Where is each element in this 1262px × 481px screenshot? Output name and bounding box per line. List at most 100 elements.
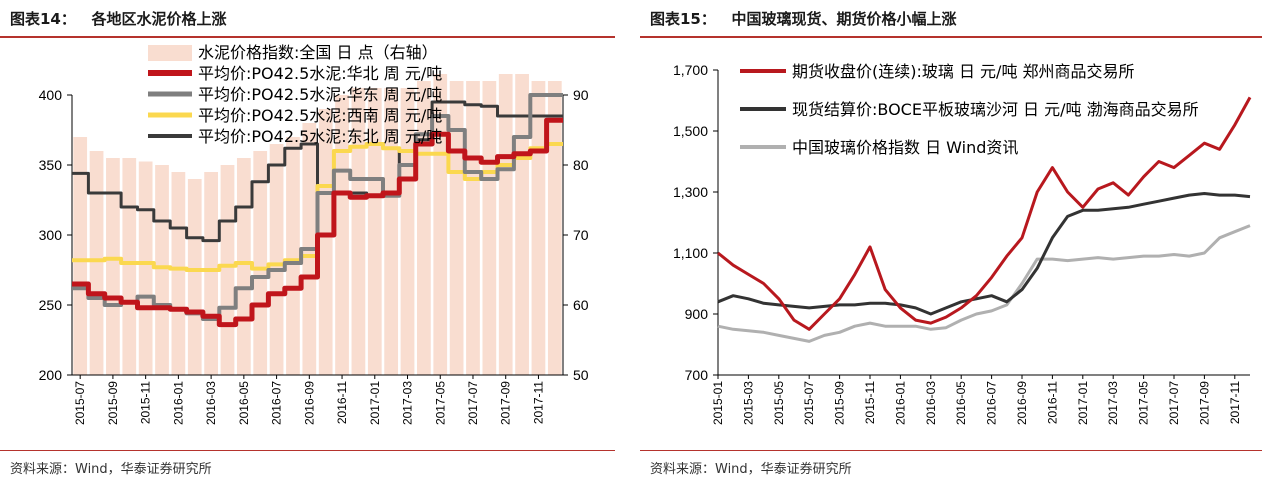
bar-cement-index [384, 88, 399, 375]
x-tick-label: 2017-11 [531, 381, 545, 424]
bar-cement-index [236, 158, 251, 375]
y-tick-label: 350 [39, 157, 63, 173]
bar-cement-index [220, 165, 235, 375]
x-tick-label: 2015-07 [802, 381, 816, 425]
bar-cement-index [498, 74, 513, 375]
bar-cement-index [187, 179, 202, 375]
line-series [717, 192, 1251, 316]
chart-panel-cement: 图表14： 各地区水泥价格上涨 400 350 300 250 200 90 80 70 60 5… [0, 0, 615, 481]
bar-cement-index [351, 88, 366, 375]
bar-cement-index [204, 172, 218, 375]
legend-label: 平均价:PO42.5水泥:东北 周 元/吨 [198, 127, 442, 146]
x-tick-label: 2015-11 [863, 381, 877, 424]
bar-cement-index [482, 81, 497, 375]
chart-title: 图表14： 各地区水泥价格上涨 [10, 10, 227, 28]
bar-cement-index [269, 144, 284, 375]
bar-cement-index [318, 109, 333, 375]
y2-tick-label: 50 [573, 367, 589, 383]
x-tick-label: 2015-03 [741, 381, 755, 425]
bar-cement-index [335, 95, 349, 375]
x-tick-label: 2017-09 [1197, 381, 1211, 425]
x-tick-label: 2016-01 [893, 381, 907, 425]
y-tick-label: 700 [685, 367, 709, 383]
y-tick-label: 1,100 [673, 245, 708, 261]
y2-tick-label: 90 [573, 87, 589, 103]
line-series [72, 100, 563, 243]
legend-label: 平均价:PO42.5水泥:华东 周 元/吨 [198, 85, 442, 104]
line-series [717, 224, 1251, 343]
x-tick-label: 2015-01 [711, 381, 725, 425]
legend-label: 期货收盘价(连续):玻璃 日 元/吨 郑州商品交易所 [792, 62, 1135, 81]
x-tick-label: 2016-03 [204, 381, 218, 425]
y-tick-label: 400 [39, 87, 63, 103]
line-series [72, 117, 563, 328]
x-tick-label: 2017-01 [368, 381, 382, 425]
x-tick-label: 2017-07 [466, 381, 480, 425]
legend-label: 中国玻璃价格指数 日 Wind资讯 [792, 138, 1018, 157]
bar-cement-index [433, 74, 448, 375]
bar-cement-index [89, 151, 104, 375]
bar-cement-index [73, 137, 88, 375]
y2-tick-label: 60 [573, 297, 589, 313]
x-tick-label: 2017-11 [1228, 381, 1242, 424]
x-tick-label: 2015-05 [772, 381, 786, 425]
bar-cement-index [286, 137, 300, 375]
x-tick-label: 2017-03 [1106, 381, 1120, 425]
line-series [717, 96, 1252, 331]
y-tick-label: 300 [39, 227, 63, 243]
y-tick-label: 250 [39, 297, 63, 313]
x-tick-label: 2017-05 [433, 381, 447, 425]
x-tick-label: 2016-01 [171, 381, 185, 425]
line-series [72, 93, 563, 321]
chart-panel-glass: 图表15： 中国玻璃现货、期货价格小幅上涨 1,700 1,500 1,300 1,1… [640, 0, 1262, 481]
title-divider [0, 36, 615, 38]
y-tick-label: 1,500 [673, 123, 708, 139]
footer-divider [640, 450, 1262, 451]
bar-cement-index [253, 151, 268, 375]
y2-tick-label: 80 [573, 157, 589, 173]
legend-label-bar: 水泥价格指数:全国 日 点（右轴） [198, 43, 438, 62]
bar-cement-index [367, 88, 382, 375]
x-tick-label: 2016-09 [1015, 381, 1029, 425]
bar-cement-index [531, 81, 546, 375]
x-tick-label: 2017-01 [1076, 381, 1090, 425]
x-tick-label: 2016-07 [985, 381, 999, 425]
x-tick-label: 2015-11 [139, 381, 153, 424]
footer-divider [0, 450, 615, 451]
x-tick-label: 2017-05 [1137, 381, 1151, 425]
y-tick-label: 900 [685, 306, 709, 322]
bar-cement-index [515, 74, 529, 375]
x-tick-label: 2017-03 [401, 381, 415, 425]
y-tick-label: 1,700 [673, 62, 708, 78]
bar-cement-index [466, 81, 480, 375]
x-tick-label: 2016-11 [335, 381, 349, 424]
bar-cement-index [155, 165, 169, 375]
bar-cement-index [417, 81, 431, 375]
title-divider [640, 36, 1262, 38]
x-tick-label: 2016-07 [270, 381, 284, 425]
x-tick-label: 2016-03 [924, 381, 938, 425]
y-tick-label: 1,300 [673, 184, 708, 200]
x-tick-label: 2015-07 [73, 381, 87, 425]
bar-cement-index [171, 172, 186, 375]
bar-cement-index [106, 158, 120, 375]
source-note: 资料来源：Wind，华泰证券研究所 [650, 462, 852, 477]
bar-cement-index [449, 81, 464, 375]
bar-cement-index [400, 88, 415, 375]
x-tick-label: 2017-07 [1167, 381, 1181, 425]
bar-cement-index [122, 158, 137, 375]
x-tick-label: 2017-09 [499, 381, 513, 425]
chart-title: 图表15： 中国玻璃现货、期货价格小幅上涨 [650, 10, 957, 28]
source-note: 资料来源：Wind，华泰证券研究所 [10, 462, 212, 477]
x-tick-label: 2016-05 [237, 381, 251, 425]
legend-swatch-bar [148, 45, 192, 61]
x-tick-label: 2016-09 [302, 381, 316, 425]
bar-cement-index [547, 81, 562, 375]
x-tick-label: 2016-05 [954, 381, 968, 425]
x-tick-label: 2016-11 [1045, 381, 1059, 424]
legend-label: 平均价:PO42.5水泥:华北 周 元/吨 [198, 64, 442, 83]
y2-tick-label: 70 [573, 227, 589, 243]
y-tick-label: 200 [39, 367, 63, 383]
x-tick-label: 2015-09 [106, 381, 120, 425]
